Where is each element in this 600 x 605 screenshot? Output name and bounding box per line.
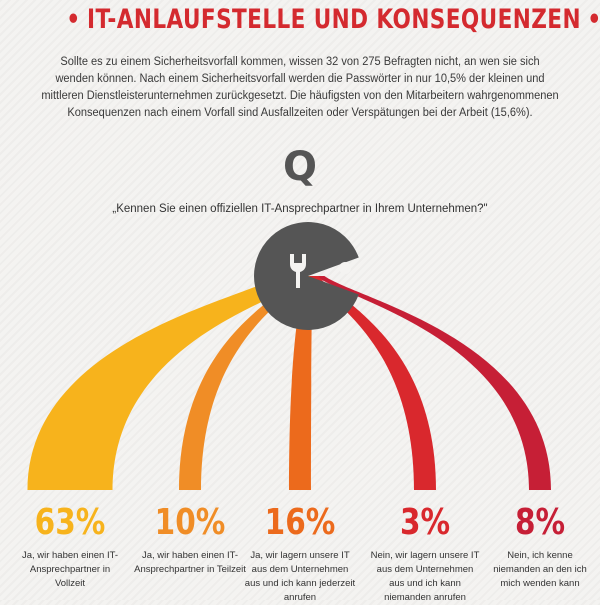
page-title-text: IT-ANLAUFSTELLE UND KONSEQUENZEN bbox=[87, 4, 581, 35]
ribbon-group bbox=[27, 276, 551, 490]
ribbon-2 bbox=[179, 276, 307, 490]
ribbon-5 bbox=[315, 276, 551, 490]
value-label-2: 10% bbox=[154, 502, 226, 543]
value-label-3: 16% bbox=[264, 502, 336, 543]
category-label-2: Ja, wir haben einen IT-Ansprechpartner i… bbox=[134, 550, 246, 575]
value-label-4: 3% bbox=[399, 502, 451, 543]
ribbon-1 bbox=[27, 276, 314, 490]
category-label-5: Nein, ich kenne niemanden an den ich mic… bbox=[493, 550, 587, 589]
category-label-3: Ja, wir lagern unsere IT aus dem Unterne… bbox=[244, 550, 356, 603]
category-label-4: Nein, wir lagern unsere IT aus dem Unter… bbox=[370, 550, 480, 603]
title-bullet-right: • bbox=[581, 4, 600, 35]
category-label-1: Ja, wir haben einen IT-Ansprechpartner i… bbox=[21, 550, 119, 589]
ribbon-4 bbox=[309, 276, 436, 490]
intro-paragraph: Sollte es zu einem Sicherheitsvorfall ko… bbox=[41, 56, 559, 119]
value-label-1: 63% bbox=[34, 502, 106, 543]
pacman-head-icon bbox=[253, 222, 359, 331]
question-letter: Q bbox=[282, 144, 317, 190]
page-title: •IT-ANLAUFSTELLE UND KONSEQUENZEN• bbox=[60, 4, 600, 35]
wrench-icon bbox=[290, 254, 306, 288]
title-bullet-left: • bbox=[66, 4, 81, 35]
question-text: „Kennen Sie einen offiziellen IT-Ansprec… bbox=[112, 203, 488, 215]
value-label-5: 8% bbox=[514, 502, 566, 543]
pacman-eye bbox=[339, 262, 351, 274]
